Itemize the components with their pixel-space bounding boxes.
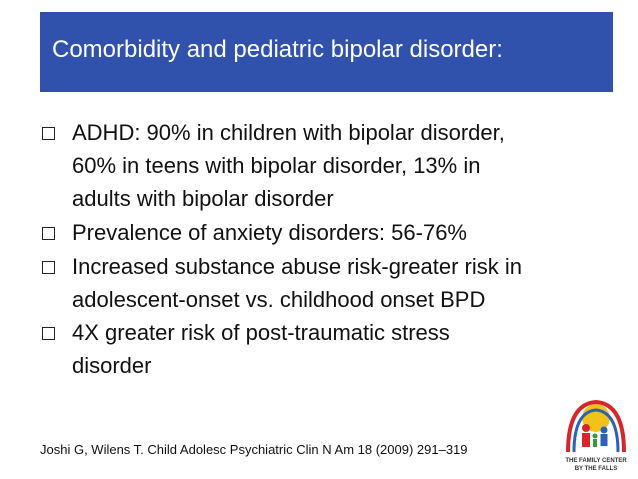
bullet-text: Prevalence of anxiety disorders: 56-76% [72,220,467,246]
logo-figure [600,434,608,446]
bullet: Prevalence of anxiety disorders: 56-76% [40,216,600,249]
bullet-marker [42,227,55,241]
bullet-marker [42,260,55,274]
bullet-text: 4X greater risk of post-traumatic stress [72,320,450,346]
bullet-text: adults with bipolar disorder [72,186,334,211]
logo-text: THE FAMILY CENTER [565,458,627,464]
logo-figure [593,439,597,447]
bullet-text: ADHD: 90% in children with bipolar disor… [72,120,505,145]
bullet: 4X greater risk of post-traumatic stress… [40,316,600,382]
logo-arch [566,399,626,453]
logo-figure [592,433,598,439]
bullet-text: 60% in teens with bipolar disorder, 13% … [72,153,481,178]
citation: Joshi G, Wilens T. Child Adolesc Psychia… [40,442,468,457]
bullet-text: Increased substance abuse risk-greater r… [72,253,522,279]
bullet: Increased substance abuse risk-greater r… [40,250,600,316]
logo-text: BY THE FALLS [575,466,618,472]
slide-title: Comorbidity and pediatric bipolar disord… [52,36,503,63]
bullet-marker [42,327,55,341]
bullet-marker [42,127,55,140]
logo-figure [582,424,590,432]
logo-figure [600,426,608,434]
logo: THE FAMILY CENTER BY THE FALLS [565,399,627,472]
bullet: ADHD: 90% in children with bipolar disor… [40,116,600,215]
header-bar: Comorbidity and pediatric bipolar disord… [40,12,613,92]
bullet-text: adolescent-onset vs. childhood onset BPD [72,286,486,312]
logo-arch-inner [572,408,620,453]
logo-figure [582,433,590,447]
bullet-text: disorder [72,353,152,379]
